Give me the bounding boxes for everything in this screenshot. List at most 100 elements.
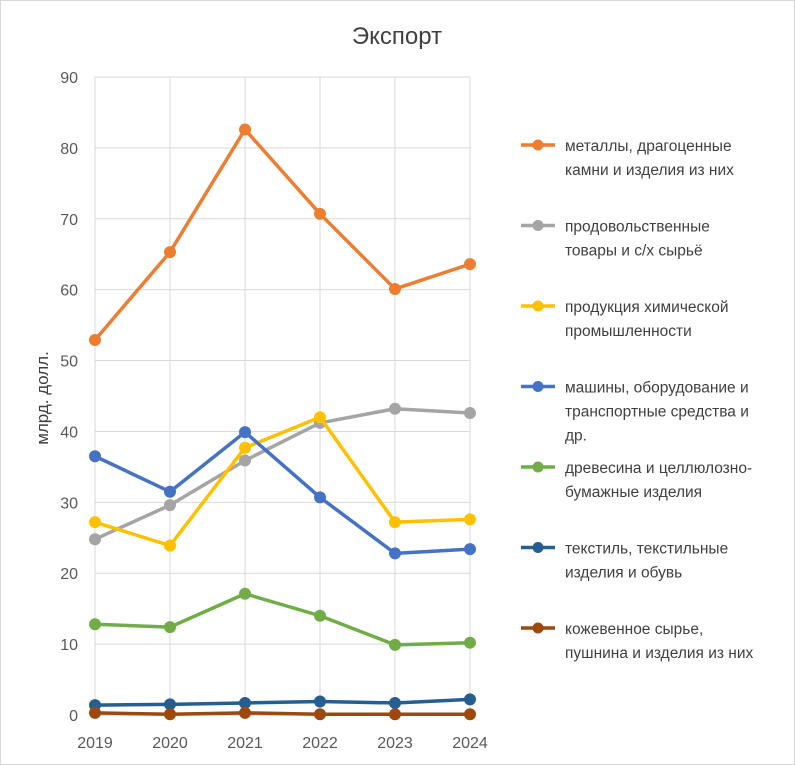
y-tick-label: 70 [60,212,78,229]
legend-label: др. [565,428,587,445]
data-point [314,708,326,721]
data-point [89,450,101,463]
data-point [239,587,251,600]
legend-label: изделия и обувь [565,565,682,582]
x-tick-label: 2021 [227,735,263,752]
series-2 [89,411,476,552]
data-point [164,499,176,512]
data-point [239,706,251,719]
data-point [389,638,401,651]
legend-label: продукция химической [565,299,729,316]
data-point [464,407,476,420]
data-point [239,454,251,467]
legend-swatch-marker [532,542,544,553]
data-point [164,698,176,711]
y-tick-label: 10 [60,637,78,654]
y-tick-label: 30 [60,495,78,512]
data-point [389,282,401,295]
legend-item: продовольственные товары и с/х сырьё [521,219,710,260]
series-line [93,127,471,342]
legend-swatch-marker [532,300,544,312]
data-point [239,441,251,454]
data-point [464,258,476,271]
y-tick-label: 40 [60,424,78,441]
legend-label: древесина и целлюлозно- [565,460,752,477]
legend-label: текстиль, текстильные [565,541,728,558]
x-tick-label: 2020 [152,735,188,752]
series [89,123,476,721]
legend-label: бумажные изделия [565,484,702,501]
y-tick-label: 80 [60,141,78,158]
data-point [89,533,101,546]
legend-label: металлы, драгоценные [565,138,732,155]
series-5 [89,693,476,712]
legend-swatch-marker [532,622,544,634]
legend-item: текстиль, текстильные изделия и обувь [521,541,728,582]
data-point [314,411,326,424]
x-tick-label: 2023 [377,735,413,752]
series-line [94,697,471,707]
chart-title: Экспорт [352,23,442,50]
legend-label: пушнина и изделия из них [565,645,754,662]
x-tick-label: 2022 [302,735,338,752]
data-point [464,708,476,721]
y-tick-label: 20 [60,566,78,583]
series-line [94,592,471,647]
legend-label: машины, оборудование и [565,380,749,397]
legend-swatch-marker [532,461,544,473]
y-axis-label: млрд. долл. [33,351,52,445]
data-point [164,485,176,498]
data-point [389,696,401,709]
legend-swatch-marker [532,139,544,151]
series-line [94,711,470,717]
data-point [89,706,101,719]
data-point [389,708,401,721]
series-0 [89,123,476,346]
data-point [314,207,326,220]
data-point [89,516,101,529]
data-point [314,491,326,504]
x-tick-label: 2019 [77,735,113,752]
data-point [164,539,176,552]
series-line [94,430,471,556]
y-tick-label: 0 [69,708,78,725]
data-point [389,547,401,560]
series-4 [89,587,476,651]
data-point [239,426,251,439]
legend-item: машины, оборудование и транспортные средс… [521,380,749,445]
legend-item: кожевенное сырье, пушнина и изделия из ни… [521,621,754,662]
legend-swatch-marker [532,381,544,392]
data-point [389,516,401,529]
legend-item: металлы, драгоценные камни и изделия из н… [521,138,734,179]
data-point [239,123,251,136]
data-point [89,333,101,346]
legend: металлы, драгоценные камни и изделия из н… [521,138,754,662]
series-line [94,415,471,548]
data-point [314,609,326,622]
data-point [239,696,251,709]
y-tick-label: 60 [60,283,78,300]
legend-swatch-marker [532,220,544,231]
data-point [464,543,476,556]
data-point [464,513,476,526]
legend-item: древесина и целлюлозно-бумажные изделия [521,460,752,501]
data-point [464,693,476,706]
legend-label: продовольственные [565,219,710,236]
legend-label: кожевенное сырье, [565,621,703,638]
legend-label: камни и изделия из них [565,162,734,179]
data-point [389,402,401,415]
legend-item: продукция химической промышленности [521,299,729,340]
legend-label: промышленности [565,323,692,340]
data-point [314,695,326,708]
y-tick-label: 90 [60,70,78,87]
legend-label: товары и с/х сырьё [565,243,703,260]
x-tick-label: 2024 [452,735,488,752]
data-point [89,618,101,631]
series-3 [89,426,476,560]
legend-label: транспортные средства и [565,404,749,421]
series-6 [89,706,476,721]
y-tick-label: 50 [60,354,78,371]
data-point [164,708,176,721]
